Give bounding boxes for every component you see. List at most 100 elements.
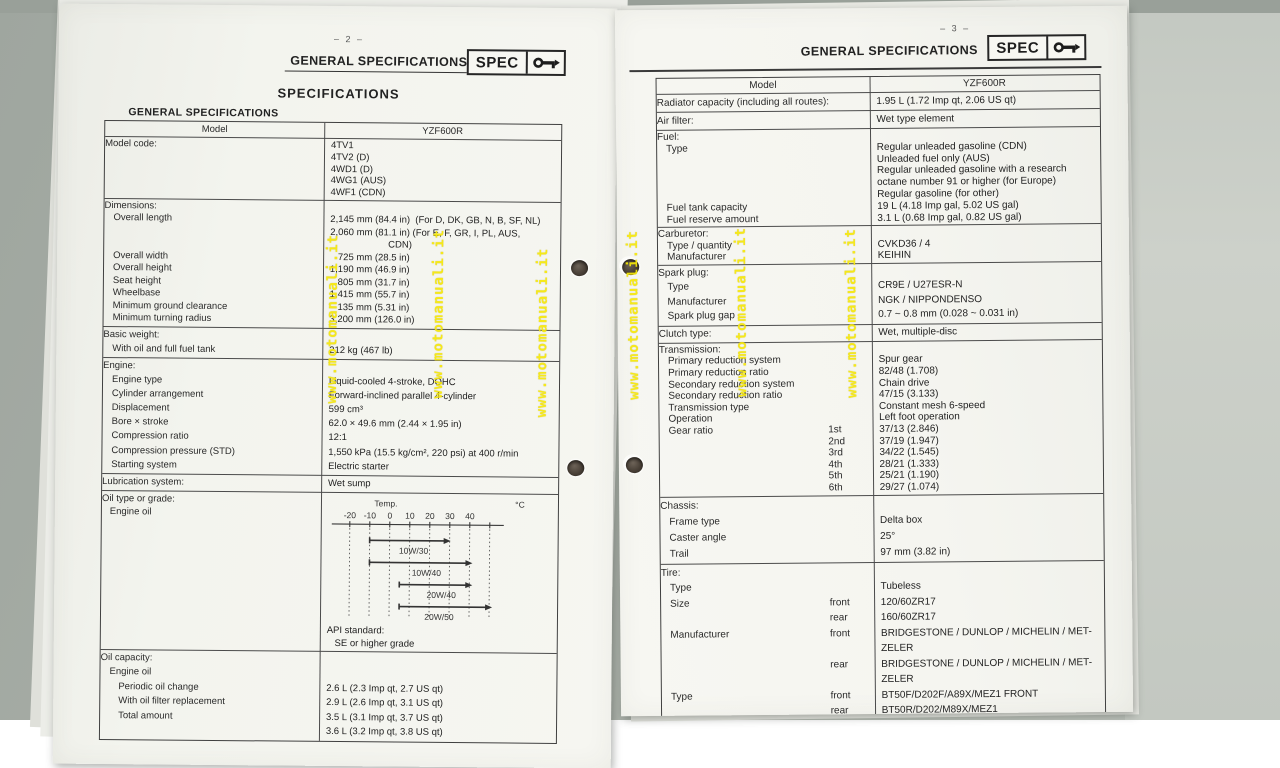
row-label: Air filter: <box>657 112 870 129</box>
row-value-line: SE or higher grade <box>327 637 557 652</box>
watermark: www.motomanuali.it <box>733 227 750 397</box>
watermark: www.motomanuali.it <box>625 230 642 400</box>
page-number: – 2 – <box>59 32 617 47</box>
row-value: 97 mm (3.82 in) <box>873 543 1103 561</box>
row-label-group: Type <box>661 579 874 596</box>
row-value: Regular unleaded gasoline (CDN)Unleaded … <box>870 140 1101 201</box>
row-value: KEIHIN <box>871 248 1101 262</box>
row-label <box>100 723 319 739</box>
row-value-line: Wet, multiple-disc <box>878 324 1101 340</box>
row-value-line: 1.95 L (1.72 Imp qt, 2.06 US qt) <box>876 92 1099 109</box>
row-value-line: 29/27 (1.074) <box>880 480 1103 494</box>
chart-bar-label: 10W/30 <box>399 545 429 555</box>
chart-unit-label: °C <box>515 499 525 509</box>
row-sublabel: rear <box>830 657 874 688</box>
row-value-line: 3.6 L (3.2 Imp qt, 3.8 US qt) <box>326 725 556 742</box>
row-label-line: Type <box>670 579 874 596</box>
key-icon <box>1046 36 1084 58</box>
row-label: Type <box>661 579 874 596</box>
watermark: www.motomanuali.it <box>430 229 447 399</box>
punch-hole <box>623 454 643 473</box>
chart-tick: 40 <box>465 511 475 521</box>
row-value-line: KEIHIN <box>878 248 1101 261</box>
row-label-line: Spark plug gap <box>668 308 872 324</box>
row-label-group: Spark plug gap <box>659 308 872 324</box>
row-label-line: Type <box>671 688 831 705</box>
row-value-line: 3.1 L (0.68 Imp gal, 0.82 US gal) <box>877 211 1100 225</box>
row-label: Manufacturer <box>661 626 830 658</box>
section-heading: GENERAL SPECIFICATIONS <box>128 106 278 119</box>
value-column-header: YZF600R <box>324 123 561 140</box>
row-label: Size <box>661 595 830 612</box>
row-label: Tire: <box>661 564 874 581</box>
row-label-group: rear <box>661 610 874 627</box>
row-label-group: 6th <box>660 482 873 495</box>
row-value: 3.6 L (3.2 Imp qt, 3.8 US qt) <box>319 725 556 742</box>
row-label-group: Oil type or grade: Engine oil <box>101 492 321 650</box>
chart-tick: -20 <box>344 510 357 520</box>
row-label: Overall length <box>104 212 323 251</box>
row-label-group: Lubrication system: <box>102 475 321 491</box>
row-label: Fuel reserve amount <box>658 213 871 227</box>
row-label: Minimum turning radius <box>104 312 323 326</box>
row-label-line: Radiator capacity (including all routes)… <box>657 94 870 111</box>
row-value-line: Wet sump <box>328 477 558 493</box>
row-value-line: 0.7 ~ 0.8 mm (0.028 ~ 0.031 in) <box>878 306 1101 322</box>
row-label: Lubrication system: <box>102 475 321 491</box>
chart-tick: 20 <box>425 511 435 521</box>
row-label-group: Model code: <box>105 138 324 199</box>
page-header-title: GENERAL SPECIFICATIONS <box>285 54 473 74</box>
spec-tab: SPEC <box>467 49 566 76</box>
row-sublabel: 1st <box>828 424 872 436</box>
row-label-line: Frame type <box>669 513 873 531</box>
row-label-line: Fuel reserve amount <box>667 213 871 227</box>
model-column-header: Model <box>105 121 324 138</box>
row-sublabel: 4th <box>828 459 872 471</box>
row-value-line: Wet type element <box>876 110 1099 127</box>
table-row: 3.6 L (3.2 Imp qt, 3.8 US qt) <box>100 723 556 741</box>
row-label-group: Manufacturer <box>658 250 871 263</box>
row-value-line: 4WF1 (CDN) <box>331 187 561 201</box>
row-sublabel: 6th <box>829 482 873 494</box>
spec-tab: SPEC <box>987 34 1086 61</box>
row-label-group <box>100 723 319 739</box>
row-label: Spark plug gap <box>659 308 872 324</box>
row-value-line: BRIDGESTONE / DUNLOP / MICHELIN / MET- <box>881 624 1104 641</box>
row-value-line: Delta box <box>880 511 1103 529</box>
chart-tick: 30 <box>445 511 455 521</box>
row-label-group: Tire: <box>661 564 874 581</box>
row-label: Clutch type: <box>659 326 872 342</box>
row-label-line: With oil and full fuel tank <box>112 342 322 358</box>
specifications-title: SPECIFICATIONS <box>58 84 617 104</box>
row-value: Temp. °C -20 -10 0 10 20 30 40 <box>320 494 558 652</box>
chart-tick: 0 <box>387 510 392 520</box>
row-sublabel: 5th <box>829 470 873 482</box>
row-label <box>661 610 830 627</box>
row-value: BRIDGESTONE / DUNLOP / MICHELIN / MET-ZE… <box>874 655 1105 688</box>
row-label: Model code: <box>105 138 324 199</box>
row-label: Manufacturer <box>658 250 871 263</box>
row-label <box>660 482 829 495</box>
row-value-line: Electric starter <box>328 460 558 476</box>
row-label-group: Type <box>657 142 870 203</box>
row-label-line: Engine oil <box>102 505 321 520</box>
row-value: 0.7 ~ 0.8 mm (0.028 ~ 0.031 in) <box>871 306 1101 323</box>
row-label: With oil and full fuel tank <box>103 342 322 358</box>
row-label-group: Overall length <box>104 212 323 251</box>
row-value: Wet sump <box>321 477 558 493</box>
chart-tick: -10 <box>364 510 377 520</box>
chart-tick: 10 <box>405 510 415 520</box>
row-value: 3.1 L (0.68 Imp gal, 0.82 US gal) <box>870 211 1100 225</box>
row-label: Type <box>657 142 870 203</box>
